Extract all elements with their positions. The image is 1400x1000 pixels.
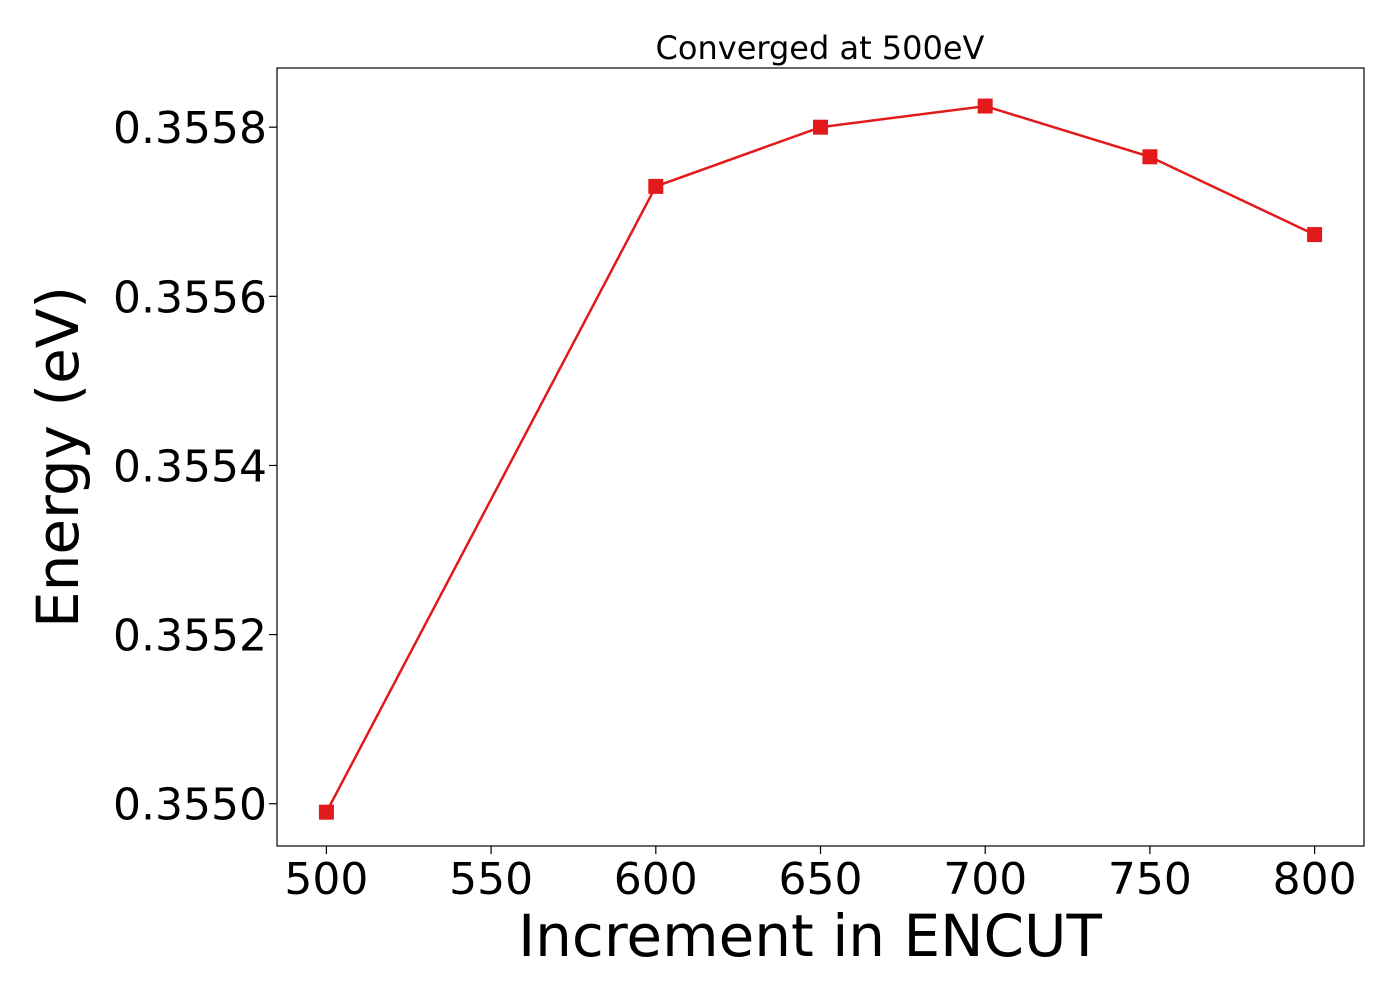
data-point — [977, 98, 993, 114]
x-tick-label: 650 — [779, 854, 863, 905]
x-tick-label: 750 — [1108, 854, 1192, 905]
y-axis-label: Energy (eV) — [24, 286, 92, 628]
data-point — [648, 178, 664, 194]
series-line — [325, 104, 1316, 813]
y-tick-label: 0.3556 — [113, 272, 267, 323]
x-tick-label: 700 — [943, 854, 1027, 905]
x-axis: 500 550 600 650 700 750 800 — [284, 846, 1357, 905]
x-tick-label: 600 — [614, 854, 698, 905]
chart-title: Converged at 500eV — [656, 29, 985, 67]
y-axis: 0.3550 0.3552 0.3554 0.3556 0.3558 — [113, 103, 277, 831]
data-point — [1142, 149, 1158, 165]
x-axis-label: Increment in ENCUT — [518, 902, 1102, 970]
plot-area — [276, 67, 1365, 847]
y-tick-label: 0.3554 — [113, 441, 267, 492]
data-point — [318, 804, 334, 820]
x-tick-label: 550 — [449, 854, 533, 905]
data-point — [1307, 227, 1323, 243]
y-tick-label: 0.3558 — [113, 103, 267, 154]
x-tick-label: 800 — [1273, 854, 1357, 905]
y-tick-label: 0.3552 — [113, 611, 267, 662]
x-tick-label: 500 — [284, 854, 368, 905]
series-layer — [318, 98, 1323, 820]
data-point — [813, 119, 828, 135]
y-tick-label: 0.3550 — [113, 780, 267, 831]
